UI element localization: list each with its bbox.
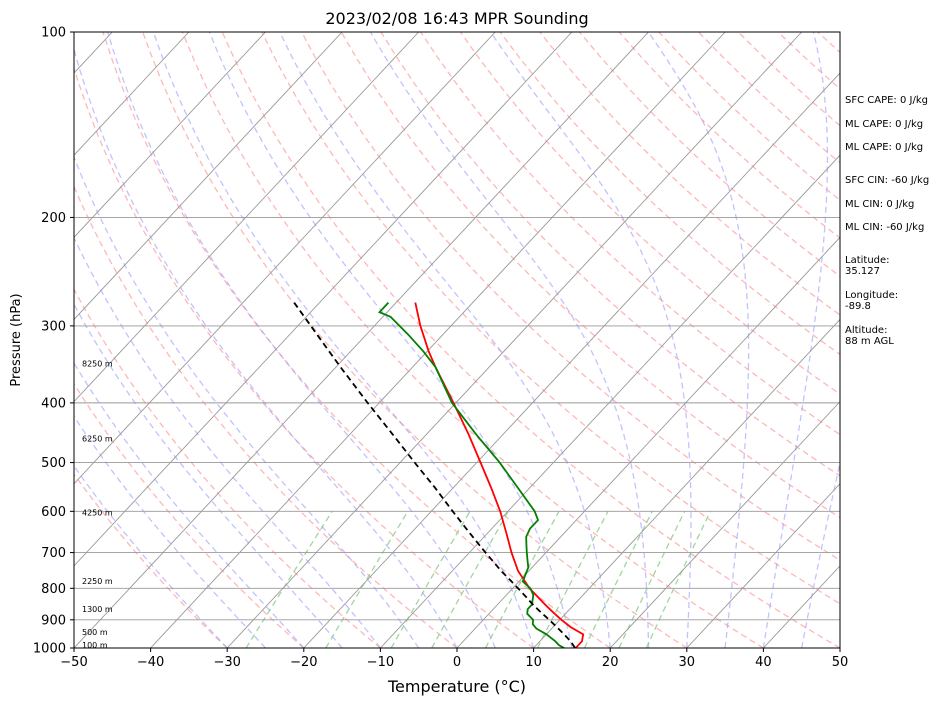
- y-tick-label: 600: [41, 505, 66, 520]
- height-label: 1300 m: [82, 605, 113, 614]
- dry-adiabat-line: [63, 32, 533, 648]
- moist-adiabat-line: [69, 32, 457, 648]
- x-tick-label: −50: [60, 655, 87, 670]
- y-tick-label: 100: [41, 26, 66, 41]
- moist-adiabat-line: [0, 32, 227, 648]
- dry-adiabat-line: [222, 32, 840, 648]
- x-tick-label: 30: [679, 655, 696, 670]
- sounding-stat: ML CAPE: 0 J/kg: [845, 142, 945, 153]
- height-label: 2250 m: [82, 577, 113, 586]
- isotherm-line: [0, 32, 266, 648]
- isotherm-line: [304, 32, 879, 648]
- series-layer: [294, 303, 583, 648]
- y-tick-label: 700: [41, 546, 66, 561]
- x-tick-label: 10: [525, 655, 542, 670]
- y-tick-label: 300: [41, 319, 66, 334]
- plot-frame: [74, 32, 840, 648]
- x-tick-label: −10: [367, 655, 394, 670]
- x-tick-label: 20: [602, 655, 619, 670]
- grid-layer: [0, 32, 947, 648]
- moist-adiabat-line: [209, 32, 572, 648]
- mixing-ratio-line: [326, 511, 408, 648]
- sounding-stat: ML CIN: 0 J/kg: [845, 199, 945, 210]
- ticks-layer: −50 −40 −30 −20 −10 0 10 20 30 40 50 1000 900 800 700 6…: [33, 26, 848, 671]
- dry-adiabat-line: [24, 32, 457, 648]
- y-tick-label: 200: [41, 211, 66, 226]
- moist-adiabat-line: [108, 32, 496, 648]
- x-axis-label: Temperature (°C): [387, 677, 526, 696]
- x-tick-label: −40: [137, 655, 164, 670]
- x-tick-label: 50: [832, 655, 849, 670]
- sounding-stat: SFC CIN: -60 J/kg: [845, 175, 945, 186]
- y-tick-label: 500: [41, 456, 66, 471]
- chart-title: 2023/02/08 16:43 MPR Sounding: [325, 9, 588, 28]
- isotherm-line: [151, 32, 726, 648]
- mixing-ratio-lines: [246, 511, 710, 648]
- dry-adiabat-line: [0, 32, 227, 648]
- location-info: Latitude:35.127: [845, 255, 945, 277]
- mixing-ratio-line: [646, 511, 710, 648]
- height-label: 8250 m: [82, 359, 113, 368]
- y-tick-label: 800: [41, 582, 66, 597]
- moist-adiabats: [0, 32, 930, 648]
- temperature-profile-line: [415, 303, 583, 648]
- dry-adiabat-line: [143, 32, 687, 648]
- isotherm-line: [227, 32, 802, 648]
- isotherms: [0, 32, 947, 648]
- height-label: 6250 m: [82, 435, 113, 444]
- location-label: Longitude:: [845, 290, 945, 301]
- location-value: -89.8: [845, 301, 945, 312]
- moist-adiabat-line: [0, 32, 266, 648]
- y-axis-label: Pressure (hPa): [9, 293, 24, 386]
- location-label: Altitude:: [845, 325, 945, 336]
- height-label: 500 m: [82, 628, 108, 637]
- y-tick-label: 900: [41, 613, 66, 628]
- location-label: Latitude:: [845, 255, 945, 266]
- x-tick-label: 0: [453, 655, 461, 670]
- x-tick-label: −20: [290, 655, 317, 670]
- x-tick-label: −30: [213, 655, 240, 670]
- location-value: 35.127: [845, 266, 945, 277]
- sounding-stat: ML CIN: -60 J/kg: [845, 222, 945, 233]
- height-label: 4250 m: [82, 509, 113, 518]
- dry-adiabat-line: [262, 32, 917, 648]
- isobars: [74, 32, 840, 648]
- isotherm-line: [74, 32, 649, 648]
- height-label: 100 m: [82, 641, 108, 650]
- dry-adiabats: [0, 32, 947, 648]
- x-tick-label: 40: [755, 655, 772, 670]
- location-value: 88 m AGL: [845, 336, 945, 347]
- sounding-stat: ML CAPE: 0 J/kg: [845, 119, 945, 130]
- location-info: Longitude:-89.8: [845, 290, 945, 312]
- moist-adiabat-line: [153, 32, 533, 648]
- y-tick-label: 400: [41, 396, 66, 411]
- sounding-stat: SFC CAPE: 0 J/kg: [845, 95, 945, 106]
- location-info: Altitude:88 m AGL: [845, 325, 945, 347]
- y-tick-label: 1000: [33, 642, 66, 657]
